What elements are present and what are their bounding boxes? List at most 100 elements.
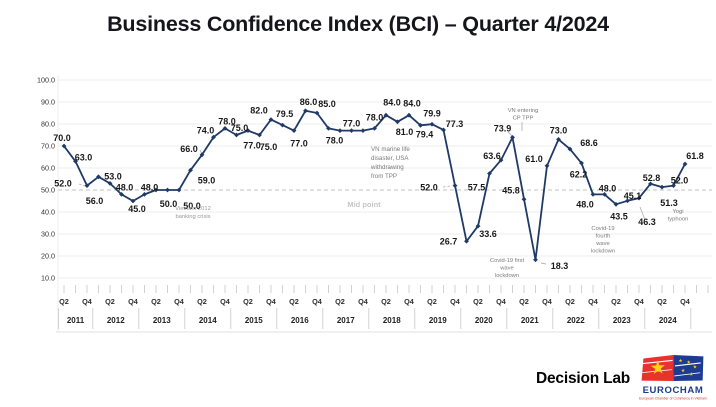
svg-text:Q2: Q2	[197, 297, 207, 306]
data-point	[659, 184, 665, 190]
point-label: 56.0	[86, 196, 104, 206]
svg-text:2024: 2024	[659, 316, 677, 325]
point-label: 78.0	[218, 117, 236, 127]
point-label: 45.8	[502, 185, 520, 195]
annotation-covid-fourth-wave: lockdown	[591, 249, 615, 255]
data-point	[395, 119, 400, 125]
svg-text:2019: 2019	[429, 316, 447, 325]
point-label: 77.0	[343, 119, 361, 129]
annotation-banking-crisis: Vietnam 2012	[175, 206, 211, 212]
annotations: Vietnam 2012 banking crisis Mid point VN ma…	[175, 108, 688, 279]
data-point	[521, 196, 527, 202]
data-point	[291, 128, 297, 133]
data-point	[326, 126, 331, 131]
svg-text:2015: 2015	[245, 316, 263, 325]
data-point	[119, 192, 124, 197]
point-label: 78.0	[366, 113, 384, 123]
point-label: 26.7	[440, 236, 458, 246]
svg-text:2023: 2023	[613, 316, 631, 325]
svg-text:2014: 2014	[199, 316, 217, 325]
point-label: 61.0	[525, 154, 543, 164]
point-label: 48.0	[141, 183, 159, 193]
data-point	[441, 127, 446, 133]
point-label: 84.0	[403, 98, 421, 108]
data-point	[84, 183, 90, 188]
data-point	[257, 132, 262, 138]
point-label: 81.0	[396, 127, 414, 137]
point-label: 18.3	[551, 261, 569, 271]
annotation-marine-tpp: VN marine life	[371, 146, 410, 153]
data-point	[130, 198, 136, 204]
svg-text:2020: 2020	[475, 316, 493, 325]
point-label: 52.0	[420, 183, 438, 193]
point-label: 79.5	[276, 109, 294, 119]
point-label: 59.0	[198, 175, 216, 185]
point-label: 46.3	[638, 217, 656, 227]
bci-line-chart: 100.0 90.0 80.0 70.0 60.0 50.0 40.0 30.0 20.0 10.…	[37, 75, 712, 333]
data-point	[245, 128, 251, 133]
point-label: 48.0	[599, 184, 617, 194]
svg-text:10.0: 10.0	[41, 274, 55, 283]
svg-text:Q4: Q4	[680, 297, 691, 306]
data-point	[602, 192, 607, 197]
data-point	[176, 187, 182, 193]
data-point	[234, 132, 239, 138]
eurocham-wordmark: EUROCHAM	[643, 385, 704, 396]
data-point	[199, 152, 205, 158]
svg-text:Q2: Q2	[473, 297, 483, 306]
point-label: 75.0	[260, 142, 278, 152]
data-point	[533, 257, 538, 263]
svg-text:Q2: Q2	[105, 297, 115, 306]
point-label: 57.5	[468, 183, 486, 193]
point-label: 33.6	[479, 229, 497, 239]
data-point	[625, 198, 630, 204]
y-grid	[57, 75, 712, 332]
data-point	[671, 183, 676, 188]
point-label: 70.0	[53, 133, 71, 143]
point-label: 77.3	[446, 119, 464, 129]
point-labels: 70.063.052.056.053.048.045.048.050.0 50.0…	[53, 97, 704, 271]
point-label: 43.5	[610, 211, 628, 221]
point-label: 79.4	[416, 129, 434, 139]
data-point	[211, 134, 216, 140]
point-label: 84.0	[383, 97, 401, 107]
data-point	[165, 187, 170, 193]
svg-text:80.0: 80.0	[41, 120, 55, 129]
annotation-covid-first-wave: Covid-19 first	[490, 258, 525, 264]
data-point	[464, 238, 469, 244]
point-label: 75.0	[231, 123, 249, 133]
svg-text:2021: 2021	[521, 316, 539, 325]
svg-text:40.0: 40.0	[41, 208, 55, 217]
data-point	[142, 192, 147, 197]
data-point	[590, 192, 596, 197]
data-point	[188, 167, 193, 173]
svg-text:Q2: Q2	[611, 297, 621, 306]
point-label: 78.0	[326, 136, 344, 146]
point-label: 73.0	[550, 126, 568, 136]
annotation-marine-tpp: disaster, USA	[371, 155, 409, 162]
annotation-covid-fourth-wave: wave	[595, 241, 610, 247]
point-label: 68.6	[580, 138, 598, 148]
point-label: 77.0	[290, 139, 308, 149]
decision-lab-wordmark: Decision Lab	[536, 370, 631, 387]
point-label: 63.6	[483, 151, 501, 161]
point-label: 77.0	[243, 141, 261, 151]
point-label: 52.8	[643, 173, 661, 183]
data-point	[406, 112, 412, 118]
svg-text:100.0: 100.0	[37, 76, 55, 85]
eurocham-logo: EUROCHAM European Chamber of Commerce in…	[639, 354, 707, 401]
svg-text:Q2: Q2	[519, 297, 529, 306]
leader-lines	[78, 122, 646, 265]
annotation-marine-tpp: withdrawing	[370, 164, 404, 171]
flag-star-icon	[650, 358, 697, 376]
data-point	[337, 128, 343, 133]
svg-text:2017: 2017	[337, 316, 355, 325]
annotation-cptpp: CP TPP	[513, 116, 534, 122]
x-axis: Q2 Q4 2011 Q2 Q4 2012 Q2 Q4 2013 Q2 Q4 2014 Q2 Q4 2015…	[56, 285, 712, 333]
svg-text:30.0: 30.0	[41, 230, 55, 239]
svg-text:Q2: Q2	[243, 297, 253, 306]
point-label: 62.2	[570, 169, 588, 179]
svg-text:2012: 2012	[107, 316, 125, 325]
point-label: 73.9	[494, 124, 512, 134]
svg-text:Q2: Q2	[289, 297, 299, 306]
